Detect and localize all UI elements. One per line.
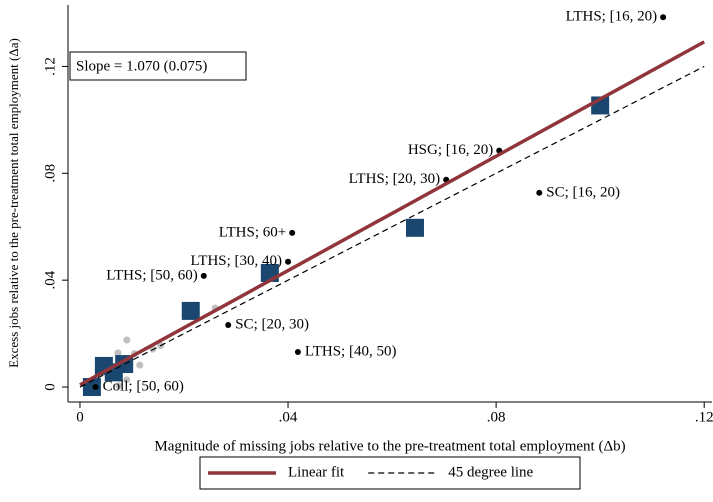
y-tick-label: .12 [42, 57, 58, 76]
y-tick-label: 0 [42, 383, 58, 391]
legend-label: Linear fit [288, 464, 345, 480]
point-label: HSG; [16, 20) [408, 142, 493, 158]
point-label: LTHS; 60+ [219, 224, 287, 240]
point-label: LTHS; [50, 60) [106, 267, 198, 283]
point [285, 258, 292, 265]
point [289, 229, 296, 236]
x-tick-label: 0 [76, 409, 84, 425]
y-tick-label: .04 [42, 270, 58, 289]
bin-square [405, 218, 424, 237]
point-label: LTHS; [30, 40) [191, 253, 283, 269]
point-label: LTHS; [40, 50) [305, 343, 397, 359]
legend-label: 45 degree line [448, 464, 533, 480]
point-label: SC; [16, 20) [546, 184, 620, 200]
point-label: SC; [20, 30) [235, 316, 309, 332]
line [79, 40, 706, 387]
raw-point [115, 382, 123, 390]
line [79, 65, 705, 388]
y-tick-label: .08 [42, 164, 58, 183]
x-tick-label: .12 [695, 409, 713, 425]
x-axis-label: Magnitude of missing jobs relative to th… [154, 438, 625, 454]
point-label: LTHS; [20, 30) [349, 171, 441, 187]
point [92, 384, 99, 391]
point [294, 349, 301, 356]
x-tick-label: .04 [279, 409, 298, 425]
annotation-box [69, 51, 247, 81]
point-label: LTHS; [16, 20) [566, 9, 658, 25]
raw-point [136, 361, 144, 369]
raw-point [123, 336, 131, 344]
point-label: Coll; [50, 60) [103, 378, 184, 394]
y-axis-label: Excess jobs relative to the pre-treatmen… [6, 38, 21, 368]
point [225, 322, 232, 329]
x-tick-label: .08 [487, 409, 506, 425]
bin-square [181, 301, 200, 320]
annotation: Slope = 1.070 (0.075) [76, 58, 207, 74]
raw-point [123, 376, 131, 384]
point [660, 14, 667, 21]
raw-point [114, 349, 122, 357]
point [200, 272, 207, 279]
point [536, 189, 543, 196]
